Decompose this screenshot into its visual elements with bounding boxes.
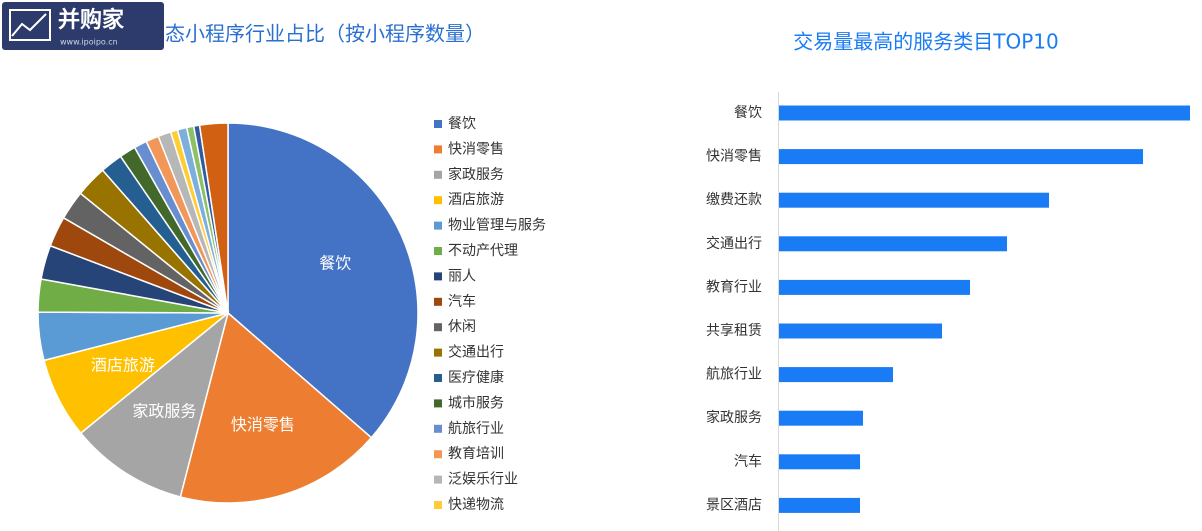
bar	[779, 367, 893, 383]
legend-swatch	[434, 221, 442, 230]
logo-icon-line	[11, 13, 47, 37]
category-label: 交通出行	[706, 235, 762, 252]
logo-icon	[9, 9, 51, 41]
legend-label: 休闲	[448, 319, 476, 335]
legend-swatch	[434, 348, 442, 357]
legend-label: 交通出行	[448, 344, 504, 361]
legend-swatch	[434, 424, 442, 433]
legend-swatch	[434, 145, 442, 154]
category-label: 缴费还款	[706, 192, 762, 208]
legend-swatch	[434, 170, 442, 179]
legend-swatch	[434, 247, 442, 255]
pie-slice	[79, 310, 230, 498]
legend-label: 餐饮	[448, 116, 476, 132]
pie-slice	[179, 311, 373, 504]
bar	[779, 149, 1143, 165]
legend-label: 酒店旅游	[448, 192, 504, 208]
legend-swatch	[434, 196, 442, 205]
legend-label: 家政服务	[448, 166, 504, 183]
legend-label: 航旅行业	[448, 421, 504, 437]
bar-title: 交易量最高的服务类目TOP10	[793, 30, 1058, 54]
legend-label: 城市服务	[448, 394, 504, 411]
bar	[779, 236, 1007, 252]
category-label: 餐饮	[734, 105, 762, 121]
legend-label: 快递物流	[448, 497, 504, 513]
bar	[779, 454, 860, 470]
legend-label: 快消零售	[448, 141, 504, 157]
legend-swatch	[434, 475, 442, 484]
legend-label: 汽车	[448, 293, 476, 310]
legend-swatch	[434, 120, 442, 128]
bar	[779, 497, 860, 513]
legend-label: 泛娱乐行业	[448, 472, 518, 488]
slice-label: 餐饮	[319, 254, 351, 273]
category-label: 航旅行业	[706, 367, 762, 383]
category-label: 共享租赁	[706, 322, 762, 339]
pie-slice	[198, 122, 229, 314]
legend-label: 物业管理与服务	[448, 218, 546, 234]
legend-label: 丽人	[448, 268, 476, 284]
legend-swatch	[434, 297, 442, 306]
legend-label: 不动产代理	[448, 243, 518, 259]
logo-site: www.ipoipo.cn	[60, 38, 118, 47]
legend-label: 教育培训	[448, 446, 504, 462]
category-label: 教育行业	[706, 279, 762, 295]
category-label: 景区酒店	[706, 497, 762, 513]
logo: 并购家 www.ipoipo.cn	[2, 2, 164, 50]
logo-brand: 并购家	[58, 7, 125, 33]
slice-label: 家政服务	[132, 402, 196, 421]
legend-swatch	[434, 323, 442, 332]
bar	[779, 192, 1049, 208]
legend-swatch	[434, 501, 442, 509]
bar	[779, 105, 1190, 121]
pie-slice	[227, 122, 419, 439]
category-label: 汽车	[734, 453, 762, 470]
slice-label: 快消零售	[231, 415, 295, 434]
pie-title: 态小程序行业占比（按小程序数量）	[165, 22, 485, 46]
slice-label: 酒店旅游	[91, 356, 155, 375]
legend-swatch	[434, 399, 442, 408]
legend-swatch	[434, 272, 442, 281]
category-label: 快消零售	[706, 149, 762, 165]
legend-swatch	[434, 450, 442, 459]
legend-swatch	[434, 374, 442, 382]
bar	[779, 323, 942, 339]
bar	[779, 410, 863, 426]
logo-box	[2, 2, 164, 50]
legend-label: 医疗健康	[448, 369, 504, 386]
bar	[779, 279, 970, 295]
category-label: 家政服务	[706, 409, 762, 426]
